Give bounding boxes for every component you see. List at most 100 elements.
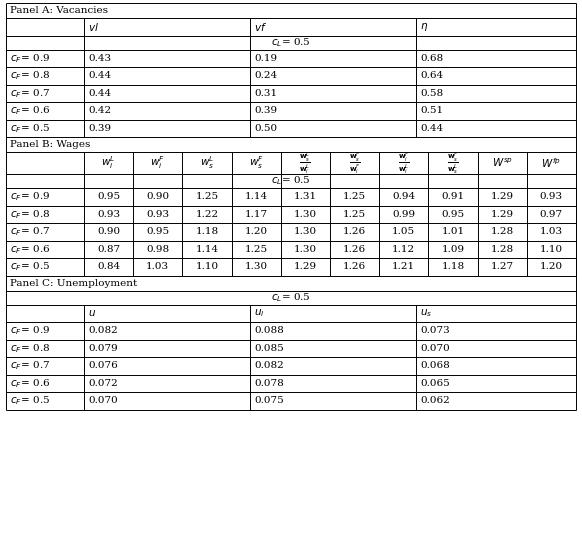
Text: 0.075: 0.075 bbox=[254, 396, 284, 405]
Text: 0.42: 0.42 bbox=[88, 106, 111, 115]
Text: 0.19: 0.19 bbox=[254, 54, 277, 63]
Text: 0.44: 0.44 bbox=[88, 89, 111, 98]
Text: $c_F\!=\!$ 0.5: $c_F\!=\!$ 0.5 bbox=[10, 122, 51, 135]
Text: 0.97: 0.97 bbox=[540, 210, 563, 219]
Text: 1.05: 1.05 bbox=[392, 227, 416, 236]
Text: $w_s^F$: $w_s^F$ bbox=[249, 155, 264, 171]
Text: 1.28: 1.28 bbox=[491, 245, 514, 254]
Text: 1.03: 1.03 bbox=[146, 262, 169, 271]
Text: 1.21: 1.21 bbox=[392, 262, 416, 271]
Text: 1.28: 1.28 bbox=[491, 227, 514, 236]
Text: $c_F\!=\!$ 0.6: $c_F\!=\!$ 0.6 bbox=[10, 377, 51, 390]
Text: 1.18: 1.18 bbox=[196, 227, 219, 236]
Text: 0.078: 0.078 bbox=[254, 379, 284, 388]
Text: $u_l$: $u_l$ bbox=[254, 307, 265, 319]
Text: 0.062: 0.062 bbox=[420, 396, 450, 405]
Text: 0.58: 0.58 bbox=[420, 89, 443, 98]
Text: 0.91: 0.91 bbox=[441, 192, 464, 201]
Text: $c_F\!=\!$ 0.5: $c_F\!=\!$ 0.5 bbox=[10, 395, 51, 407]
Text: 1.29: 1.29 bbox=[491, 210, 514, 219]
Text: 1.17: 1.17 bbox=[244, 210, 268, 219]
Text: 1.27: 1.27 bbox=[491, 262, 514, 271]
Text: 0.082: 0.082 bbox=[88, 326, 118, 335]
Text: 1.20: 1.20 bbox=[244, 227, 268, 236]
Text: $c_L$= 0.5: $c_L$= 0.5 bbox=[271, 36, 311, 49]
Text: $w_i^L$: $w_i^L$ bbox=[101, 155, 116, 171]
Text: 1.30: 1.30 bbox=[294, 227, 317, 236]
Text: 0.98: 0.98 bbox=[146, 245, 169, 254]
Text: 1.25: 1.25 bbox=[343, 192, 366, 201]
Text: $\eta$: $\eta$ bbox=[420, 20, 428, 33]
Text: $w_i^F$: $w_i^F$ bbox=[150, 155, 165, 171]
Text: 1.09: 1.09 bbox=[441, 245, 464, 254]
Text: 1.26: 1.26 bbox=[343, 245, 366, 254]
Text: Panel C: Unemployment: Panel C: Unemployment bbox=[10, 279, 137, 287]
Text: 1.29: 1.29 bbox=[294, 262, 317, 271]
Text: 0.87: 0.87 bbox=[97, 245, 120, 254]
Text: $u$: $u$ bbox=[88, 308, 96, 318]
Text: $c_F\!=\!$ 0.9: $c_F\!=\!$ 0.9 bbox=[10, 324, 51, 337]
Text: $c_F\!=\!$ 0.9: $c_F\!=\!$ 0.9 bbox=[10, 52, 51, 65]
Text: 0.93: 0.93 bbox=[540, 192, 563, 201]
Text: 1.14: 1.14 bbox=[196, 245, 219, 254]
Text: $\frac{\mathbf{w}_s^L}{\mathbf{w}_i^L}$: $\frac{\mathbf{w}_s^L}{\mathbf{w}_i^L}$ bbox=[300, 150, 311, 176]
Text: 0.93: 0.93 bbox=[146, 210, 169, 219]
Text: $vl$: $vl$ bbox=[88, 20, 99, 33]
Text: $c_F\!=\!$ 0.7: $c_F\!=\!$ 0.7 bbox=[10, 225, 51, 238]
Text: 1.30: 1.30 bbox=[294, 210, 317, 219]
Text: 0.68: 0.68 bbox=[420, 54, 443, 63]
Text: 1.25: 1.25 bbox=[343, 210, 366, 219]
Text: 0.94: 0.94 bbox=[392, 192, 416, 201]
Text: 1.20: 1.20 bbox=[540, 262, 563, 271]
Text: $\frac{\mathbf{w}_s^F}{\mathbf{w}_i^F}$: $\frac{\mathbf{w}_s^F}{\mathbf{w}_i^F}$ bbox=[349, 150, 361, 176]
Text: 0.072: 0.072 bbox=[88, 379, 118, 388]
Text: 1.12: 1.12 bbox=[392, 245, 416, 254]
Text: 0.065: 0.065 bbox=[420, 379, 450, 388]
Text: 1.26: 1.26 bbox=[343, 227, 366, 236]
Text: 0.95: 0.95 bbox=[441, 210, 464, 219]
Text: $W^{sp}$: $W^{sp}$ bbox=[492, 157, 513, 169]
Text: 0.51: 0.51 bbox=[420, 106, 443, 115]
Text: $c_L$= 0.5: $c_L$= 0.5 bbox=[271, 291, 311, 304]
Text: 1.22: 1.22 bbox=[196, 210, 219, 219]
Text: 0.90: 0.90 bbox=[97, 227, 120, 236]
Text: 1.25: 1.25 bbox=[244, 245, 268, 254]
Text: $c_F\!=\!$ 0.7: $c_F\!=\!$ 0.7 bbox=[10, 87, 51, 100]
Text: 0.93: 0.93 bbox=[97, 210, 120, 219]
Text: 0.90: 0.90 bbox=[146, 192, 169, 201]
Text: $u_s$: $u_s$ bbox=[420, 307, 432, 319]
Text: 0.44: 0.44 bbox=[420, 124, 443, 133]
Text: 1.30: 1.30 bbox=[244, 262, 268, 271]
Text: 1.26: 1.26 bbox=[343, 262, 366, 271]
Text: 0.64: 0.64 bbox=[420, 71, 443, 80]
Text: 0.39: 0.39 bbox=[88, 124, 111, 133]
Text: $c_F\!=\!$ 0.8: $c_F\!=\!$ 0.8 bbox=[10, 70, 50, 82]
Text: 0.39: 0.39 bbox=[254, 106, 277, 115]
Text: $c_F\!=\!$ 0.8: $c_F\!=\!$ 0.8 bbox=[10, 208, 50, 220]
Text: $vf$: $vf$ bbox=[254, 20, 267, 33]
Text: 1.01: 1.01 bbox=[441, 227, 464, 236]
Text: $\frac{\mathbf{w}_s^F}{\mathbf{w}_s^L}$: $\frac{\mathbf{w}_s^F}{\mathbf{w}_s^L}$ bbox=[447, 150, 459, 176]
Text: 0.085: 0.085 bbox=[254, 344, 284, 353]
Text: 0.95: 0.95 bbox=[97, 192, 120, 201]
Text: $c_L$= 0.5: $c_L$= 0.5 bbox=[271, 175, 311, 188]
Text: 0.088: 0.088 bbox=[254, 326, 284, 335]
Text: $\frac{\mathbf{w}_i^F}{\mathbf{w}_i^L}$: $\frac{\mathbf{w}_i^F}{\mathbf{w}_i^L}$ bbox=[398, 150, 410, 176]
Text: $c_F\!=\!$ 0.7: $c_F\!=\!$ 0.7 bbox=[10, 360, 51, 372]
Text: $c_F\!=\!$ 0.9: $c_F\!=\!$ 0.9 bbox=[10, 190, 51, 203]
Text: $c_F\!=\!$ 0.5: $c_F\!=\!$ 0.5 bbox=[10, 260, 51, 273]
Text: 0.070: 0.070 bbox=[420, 344, 450, 353]
Text: 1.10: 1.10 bbox=[196, 262, 219, 271]
Text: 0.43: 0.43 bbox=[88, 54, 111, 63]
Text: 0.44: 0.44 bbox=[88, 71, 111, 80]
Text: 0.082: 0.082 bbox=[254, 361, 284, 370]
Text: $w_s^L$: $w_s^L$ bbox=[200, 155, 214, 171]
Text: 1.25: 1.25 bbox=[196, 192, 219, 201]
Text: 1.30: 1.30 bbox=[294, 245, 317, 254]
Text: 0.068: 0.068 bbox=[420, 361, 450, 370]
Text: 0.95: 0.95 bbox=[146, 227, 169, 236]
Text: 0.84: 0.84 bbox=[97, 262, 120, 271]
Text: 0.50: 0.50 bbox=[254, 124, 277, 133]
Text: 0.079: 0.079 bbox=[88, 344, 118, 353]
Text: 0.24: 0.24 bbox=[254, 71, 277, 80]
